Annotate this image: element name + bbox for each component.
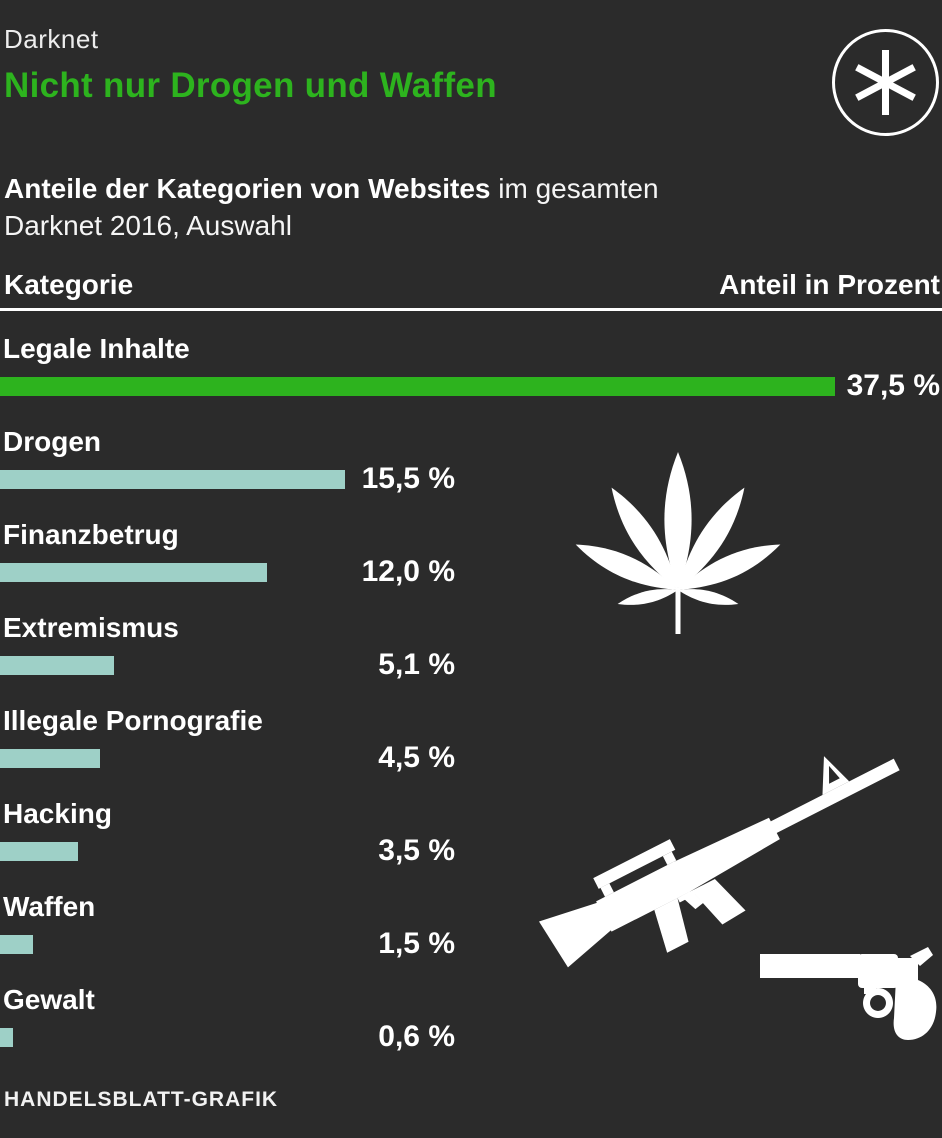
table-header: Kategorie Anteil in Prozent bbox=[0, 269, 942, 311]
bar bbox=[0, 749, 100, 768]
category-label: Legale Inhalte bbox=[3, 333, 190, 364]
revolver-icon bbox=[760, 947, 937, 1040]
category-label: Illegale Pornografie bbox=[3, 705, 263, 736]
bar-value-label: 1,5 % bbox=[378, 927, 455, 960]
bar-value-label: 3,5 % bbox=[378, 834, 455, 867]
cannabis-leaf-icon bbox=[575, 452, 781, 634]
bar bbox=[0, 470, 345, 489]
bar bbox=[0, 563, 267, 582]
bar-row: Finanzbetrug 12,0 % bbox=[0, 516, 942, 609]
rifle-icon bbox=[538, 756, 900, 968]
bar-value-label: 0,6 % bbox=[378, 1020, 455, 1053]
bar bbox=[0, 377, 835, 396]
bar-value-label: 37,5 % bbox=[846, 369, 940, 402]
bar-value-label: 5,1 % bbox=[378, 648, 455, 681]
bar bbox=[0, 656, 114, 675]
bar-row: Legale Inhalte 37,5 % bbox=[0, 330, 942, 423]
category-label: Drogen bbox=[3, 426, 101, 457]
category-label: Gewalt bbox=[3, 984, 95, 1015]
category-label: Extremismus bbox=[3, 612, 179, 643]
subtitle-bold: Anteile der Kategorien von Websites bbox=[4, 173, 491, 204]
page-title: Nicht nur Drogen und Waffen bbox=[4, 66, 497, 105]
bar bbox=[0, 1028, 13, 1047]
subtitle-rest: im gesamten bbox=[490, 173, 659, 204]
chart-subtitle: Anteile der Kategorien von Websites im g… bbox=[4, 170, 854, 244]
bar bbox=[0, 935, 33, 954]
source-credit: HANDELSBLATT-GRAFIK bbox=[4, 1088, 279, 1111]
subtitle-line2: Darknet 2016, Auswahl bbox=[4, 210, 292, 241]
bar-value-label: 15,5 % bbox=[361, 462, 455, 495]
category-label: Finanzbetrug bbox=[3, 519, 179, 550]
column-header-category: Kategorie bbox=[4, 269, 134, 300]
category-label: Waffen bbox=[3, 891, 96, 922]
bar-row: Illegale Pornografie 4,5 % bbox=[0, 702, 942, 795]
bar-row: Drogen 15,5 % bbox=[0, 423, 942, 516]
asterisk-icon bbox=[832, 29, 939, 136]
bar-row: Hacking 3,5 % bbox=[0, 795, 942, 888]
bar-row: Gewalt 0,6 % bbox=[0, 981, 942, 1074]
bar-value-label: 12,0 % bbox=[361, 555, 455, 588]
bar-value-label: 4,5 % bbox=[378, 741, 455, 774]
kicker-label: Darknet bbox=[4, 24, 99, 54]
bar bbox=[0, 842, 78, 861]
bar-rows: Legale Inhalte 37,5 % Drogen 15,5 % Fina… bbox=[0, 330, 942, 1074]
category-label: Hacking bbox=[3, 798, 112, 829]
column-header-share: Anteil in Prozent bbox=[719, 269, 940, 300]
header-divider bbox=[0, 308, 942, 311]
bar-row: Extremismus 5,1 % bbox=[0, 609, 942, 702]
bar-row: Waffen 1,5 % bbox=[0, 888, 942, 981]
